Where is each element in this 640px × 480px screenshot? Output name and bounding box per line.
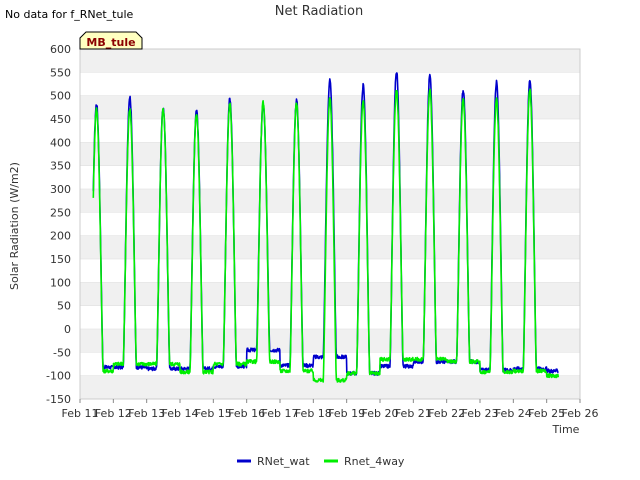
x-tick-label: Feb 18 xyxy=(295,407,332,420)
y-tick-label: 350 xyxy=(50,160,71,173)
x-tick-label: Feb 13 xyxy=(128,407,165,420)
site-badge-label: MB_tule xyxy=(86,36,135,49)
plot-band xyxy=(80,282,580,306)
x-tick-label: Feb 20 xyxy=(362,407,399,420)
y-tick-label: 400 xyxy=(50,136,71,149)
x-tick-label: Feb 11 xyxy=(62,407,99,420)
y-tick-label: 500 xyxy=(50,90,71,103)
plot-band xyxy=(80,329,580,353)
series-line-rnet-4way xyxy=(92,88,560,383)
x-tick-label: Feb 17 xyxy=(262,407,299,420)
chart-title: Net Radiation xyxy=(275,4,363,19)
x-tick-label: Feb 19 xyxy=(328,407,365,420)
y-tick-label: 600 xyxy=(50,43,71,56)
x-axis-label: Time xyxy=(552,423,580,436)
legend: RNet_wat Rnet_4way xyxy=(237,455,405,468)
x-tick-label: Feb 15 xyxy=(195,407,232,420)
x-tick-label: Feb 12 xyxy=(95,407,132,420)
y-axis-label: Solar Radiation (W/m2) xyxy=(8,162,21,290)
no-data-note: No data for f_RNet_tule xyxy=(5,8,134,21)
y-tick-label: 550 xyxy=(50,66,71,79)
x-tick-label: Feb 16 xyxy=(228,407,265,420)
plot-band xyxy=(80,142,580,166)
y-tick-label: -100 xyxy=(46,370,71,383)
x-tick-label: Feb 26 xyxy=(562,407,599,420)
site-badge-shape xyxy=(79,31,143,50)
y-tick-label: 450 xyxy=(50,113,71,126)
y-tick-label: 100 xyxy=(50,276,71,289)
series-lines xyxy=(92,72,560,383)
x-tick-label: Feb 22 xyxy=(428,407,465,420)
legend-label-rnet-4way: Rnet_4way xyxy=(344,455,405,468)
y-tick-label: 200 xyxy=(50,230,71,243)
x-tick-label: Feb 14 xyxy=(162,407,199,420)
plot-area-frame xyxy=(79,48,581,400)
y-tick-label: -50 xyxy=(53,346,71,359)
plot-band xyxy=(80,49,580,73)
site-badge: MB_tule xyxy=(79,31,143,50)
x-tick-label: Feb 21 xyxy=(395,407,432,420)
y-tick-label: 0 xyxy=(64,323,71,336)
y-tick-label: 250 xyxy=(50,206,71,219)
y-tick-label: 50 xyxy=(57,300,71,313)
y-axis-ticks: -150 -100 -50 0 50 100 150 200 250 300 350 400 450 50… xyxy=(46,43,71,406)
plot-band xyxy=(80,375,580,399)
y-tick-label: 300 xyxy=(50,183,71,196)
x-tick-label: Feb 23 xyxy=(462,407,499,420)
x-tick-label: Feb 24 xyxy=(495,407,532,420)
y-tick-label: 150 xyxy=(50,253,71,266)
legend-label-rnet-wat: RNet_wat xyxy=(257,455,310,468)
x-tick-label: Feb 25 xyxy=(528,407,565,420)
plot-band xyxy=(80,189,580,213)
y-tick-label: -150 xyxy=(46,393,71,406)
plot-band xyxy=(80,235,580,259)
